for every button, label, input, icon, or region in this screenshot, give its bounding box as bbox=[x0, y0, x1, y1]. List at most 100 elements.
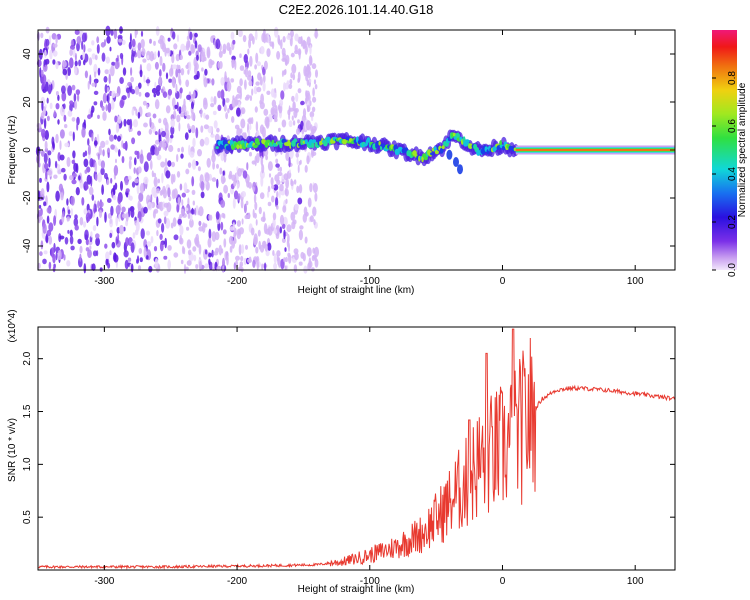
noise-dot bbox=[128, 41, 132, 50]
noise-dot bbox=[281, 70, 284, 77]
noise-dot bbox=[274, 26, 279, 38]
noise-dot bbox=[201, 222, 206, 234]
noise-dot bbox=[225, 112, 229, 120]
noise-dot bbox=[244, 214, 249, 220]
noise-dot bbox=[249, 124, 252, 131]
noise-dot bbox=[63, 124, 68, 129]
y-tick-label: -40 bbox=[22, 238, 33, 253]
y-tick-label: -20 bbox=[22, 190, 33, 205]
noise-dot bbox=[63, 254, 66, 261]
noise-dot bbox=[146, 55, 150, 60]
noise-dot bbox=[49, 49, 53, 60]
x-tick-label: 0 bbox=[500, 276, 506, 287]
noise-dot bbox=[152, 210, 156, 219]
noise-dot bbox=[121, 95, 127, 101]
noise-dot bbox=[47, 84, 52, 95]
track-dot bbox=[439, 147, 444, 154]
noise-dot bbox=[288, 156, 291, 168]
noise-dot bbox=[91, 194, 95, 201]
noise-dot bbox=[100, 160, 105, 169]
noise-dot bbox=[105, 104, 108, 112]
noise-dot bbox=[163, 255, 168, 260]
noise-dot bbox=[285, 198, 288, 204]
noise-dot bbox=[277, 34, 281, 45]
noise-dot bbox=[115, 215, 118, 227]
noise-dot bbox=[76, 122, 79, 131]
noise-dot bbox=[57, 119, 60, 125]
noise-dot bbox=[231, 98, 236, 108]
noise-dot bbox=[200, 108, 203, 118]
noise-dot bbox=[179, 234, 182, 244]
noise-dot bbox=[272, 212, 277, 221]
noise-dot bbox=[288, 83, 293, 89]
noise-dot bbox=[103, 76, 108, 83]
noise-dot bbox=[267, 161, 273, 172]
noise-dot bbox=[114, 182, 118, 190]
noise-dot bbox=[244, 96, 249, 101]
noise-dot bbox=[46, 97, 49, 104]
noise-dot bbox=[168, 195, 172, 202]
noise-dot bbox=[78, 256, 83, 268]
noise-dot bbox=[112, 194, 117, 201]
noise-dot bbox=[292, 219, 297, 225]
noise-dot bbox=[145, 230, 151, 236]
noise-dot bbox=[74, 67, 77, 75]
noise-dot bbox=[43, 118, 47, 129]
colorbar-tick-label: 0.4 bbox=[727, 167, 738, 181]
noise-dot bbox=[243, 203, 247, 214]
noise-dot bbox=[175, 83, 178, 94]
noise-dot bbox=[185, 79, 190, 88]
noise-dot bbox=[62, 68, 68, 76]
noise-dot bbox=[267, 35, 270, 44]
noise-dot bbox=[298, 160, 301, 166]
noise-dot bbox=[229, 226, 235, 231]
noise-dot bbox=[48, 235, 53, 245]
noise-dot bbox=[180, 68, 185, 76]
noise-dot bbox=[91, 53, 96, 60]
noise-dot bbox=[101, 184, 104, 195]
noise-dot bbox=[275, 158, 279, 164]
noise-dot bbox=[309, 215, 314, 223]
noise-dot bbox=[168, 144, 174, 153]
x-tick-label: -300 bbox=[94, 576, 114, 587]
noise-dot bbox=[69, 100, 74, 105]
noise-dot bbox=[297, 119, 300, 124]
noise-dot bbox=[107, 198, 112, 203]
noise-dot bbox=[296, 128, 300, 135]
noise-dot bbox=[154, 61, 159, 70]
noise-dot bbox=[162, 62, 166, 72]
noise-dot bbox=[210, 103, 215, 108]
noise-dot bbox=[97, 200, 100, 209]
noise-dot bbox=[148, 265, 153, 273]
noise-dot bbox=[271, 99, 277, 108]
noise-dot bbox=[187, 213, 191, 219]
noise-dot bbox=[191, 124, 196, 134]
noise-dot bbox=[61, 167, 66, 173]
noise-dot bbox=[216, 178, 219, 189]
noise-dot bbox=[176, 64, 180, 70]
noise-dot bbox=[273, 228, 278, 235]
noise-dot bbox=[206, 157, 211, 168]
noise-dot bbox=[167, 187, 171, 198]
noise-dot bbox=[148, 128, 153, 135]
noise-dot bbox=[117, 115, 122, 124]
noise-dot bbox=[305, 90, 310, 97]
noise-dot bbox=[83, 44, 86, 53]
noise-dot bbox=[46, 115, 50, 122]
noise-dot bbox=[131, 108, 135, 116]
noise-dot bbox=[137, 130, 142, 136]
noise-dot bbox=[177, 218, 182, 225]
noise-dot bbox=[246, 180, 250, 188]
noise-dot bbox=[134, 85, 140, 95]
snr-x-ticks: -300 -200 -100 0 100 bbox=[94, 327, 644, 587]
y-tick-label: 1.0 bbox=[22, 457, 33, 471]
noise-dot bbox=[170, 125, 175, 135]
noise-dot bbox=[297, 88, 302, 94]
tone-band bbox=[515, 149, 676, 151]
noise-dot bbox=[95, 233, 100, 239]
noise-dot bbox=[164, 157, 168, 167]
noise-dot bbox=[127, 81, 133, 87]
noise-dot bbox=[180, 208, 185, 216]
noise-dot bbox=[297, 164, 300, 174]
